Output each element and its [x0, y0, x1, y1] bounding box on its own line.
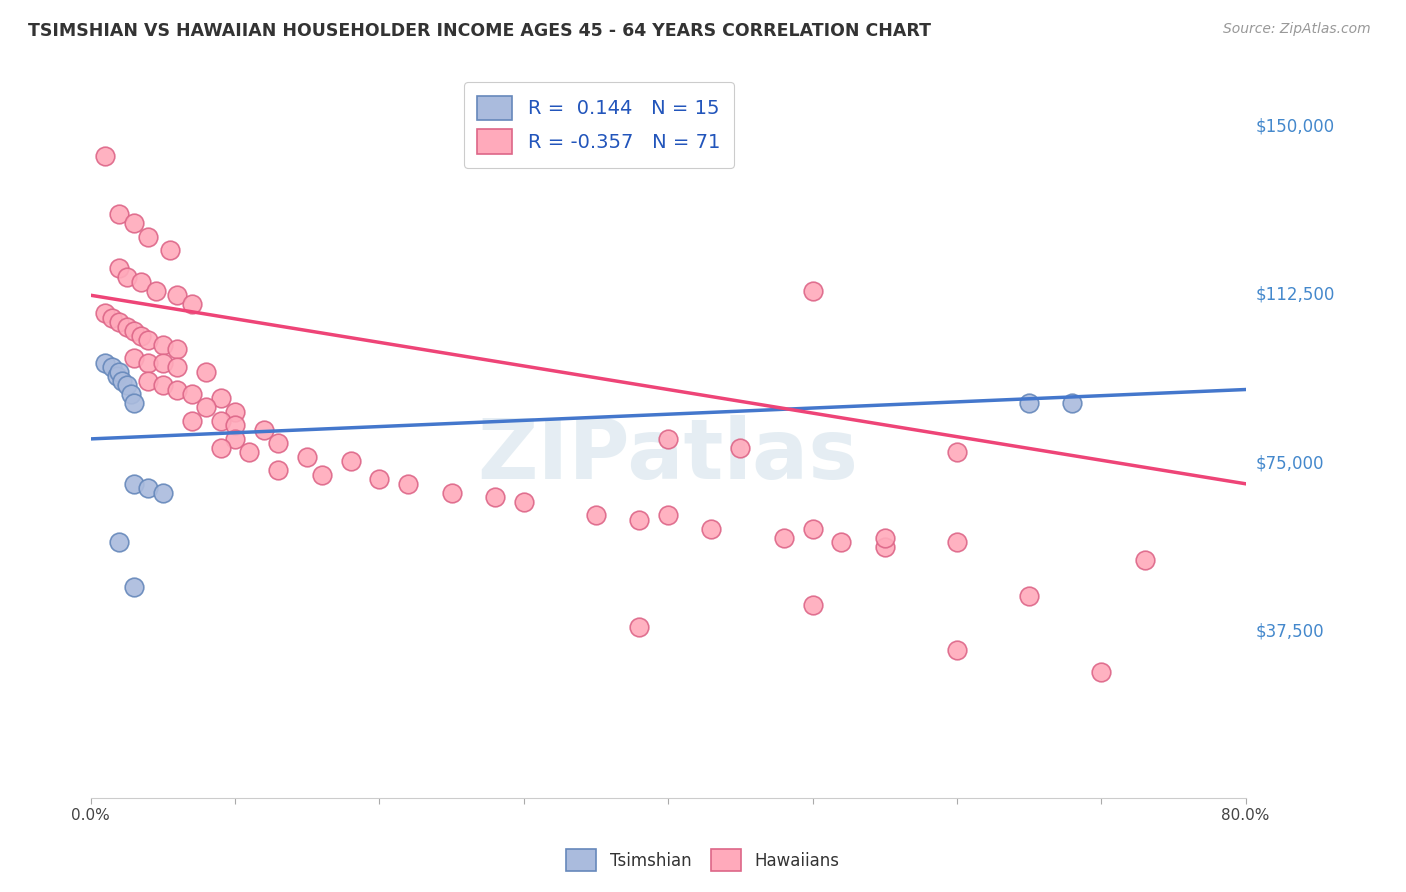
Point [108, 207, 131, 221]
Point [195, 401, 218, 415]
Point [657, 508, 679, 523]
Point [94, 355, 117, 369]
Text: ZIPatlas: ZIPatlas [478, 415, 859, 496]
Point [166, 342, 188, 356]
Point [1133, 553, 1156, 567]
Point [224, 432, 246, 446]
Point [946, 643, 969, 657]
Point [122, 351, 145, 365]
Point [152, 378, 174, 392]
Point [138, 481, 160, 495]
Point [138, 374, 160, 388]
Point [101, 310, 124, 325]
Point [115, 378, 138, 392]
Point [513, 495, 536, 509]
Point [209, 414, 232, 428]
Point [94, 306, 117, 320]
Point [224, 418, 246, 433]
Point [772, 531, 794, 545]
Point [585, 508, 607, 523]
Point [108, 535, 131, 549]
Point [1018, 589, 1040, 603]
Point [484, 490, 506, 504]
Point [440, 485, 463, 500]
Point [311, 467, 333, 482]
Point [396, 476, 419, 491]
Point [180, 387, 202, 401]
Point [101, 360, 124, 375]
Point [209, 392, 232, 406]
Point [120, 387, 142, 401]
Point [166, 360, 188, 375]
Point [159, 244, 181, 258]
Point [657, 432, 679, 446]
Point [94, 149, 117, 163]
Point [122, 324, 145, 338]
Point [1062, 396, 1084, 410]
Legend: R =  0.144   N = 15, R = -0.357   N = 71: R = 0.144 N = 15, R = -0.357 N = 71 [464, 82, 734, 168]
Point [108, 261, 131, 276]
Point [946, 535, 969, 549]
Point [253, 423, 276, 437]
Point [209, 441, 232, 455]
Point [801, 522, 824, 536]
Point [873, 531, 896, 545]
Point [152, 355, 174, 369]
Point [122, 216, 145, 230]
Point [628, 620, 651, 634]
Point [129, 328, 152, 343]
Point [138, 333, 160, 347]
Point [152, 485, 174, 500]
Point [295, 450, 318, 464]
Legend: Tsimshian, Hawaiians: Tsimshian, Hawaiians [558, 841, 848, 880]
Point [830, 535, 852, 549]
Text: TSIMSHIAN VS HAWAIIAN HOUSEHOLDER INCOME AGES 45 - 64 YEARS CORRELATION CHART: TSIMSHIAN VS HAWAIIAN HOUSEHOLDER INCOME… [28, 22, 931, 40]
Point [946, 445, 969, 459]
Point [166, 288, 188, 302]
Point [115, 319, 138, 334]
Point [730, 441, 752, 455]
Point [166, 383, 188, 397]
Point [111, 374, 134, 388]
Point [115, 270, 138, 285]
Point [152, 337, 174, 351]
Point [224, 405, 246, 419]
Point [122, 476, 145, 491]
Point [1090, 665, 1112, 680]
Point [700, 522, 723, 536]
Point [108, 365, 131, 379]
Point [801, 598, 824, 612]
Point [108, 315, 131, 329]
Point [628, 513, 651, 527]
Point [138, 355, 160, 369]
Point [267, 463, 290, 477]
Point [145, 284, 167, 298]
Text: Source: ZipAtlas.com: Source: ZipAtlas.com [1223, 22, 1371, 37]
Point [105, 369, 128, 384]
Point [801, 284, 824, 298]
Point [1018, 396, 1040, 410]
Point [122, 396, 145, 410]
Point [129, 275, 152, 289]
Point [873, 540, 896, 554]
Point [122, 580, 145, 594]
Point [195, 365, 218, 379]
Point [267, 436, 290, 450]
Point [180, 297, 202, 311]
Point [138, 230, 160, 244]
Point [339, 454, 361, 468]
Point [368, 472, 391, 486]
Point [238, 445, 260, 459]
Point [180, 414, 202, 428]
